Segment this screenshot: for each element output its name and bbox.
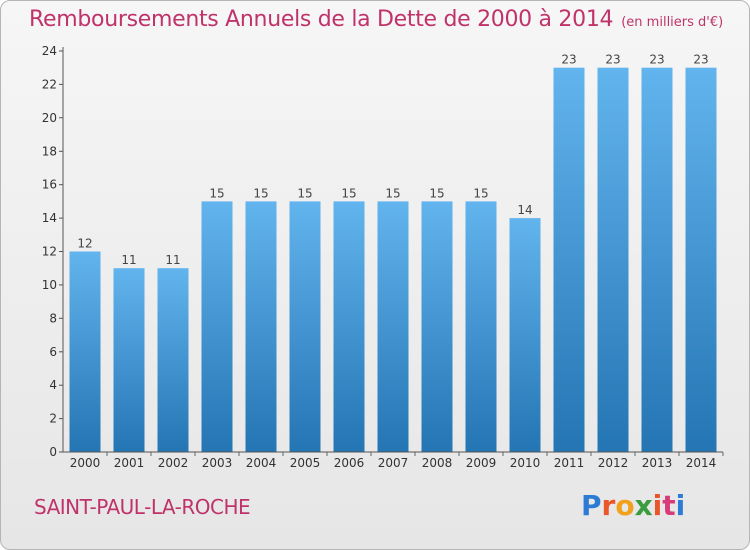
y-tick-label-16: 16 bbox=[42, 178, 57, 192]
bar-2012 bbox=[597, 67, 629, 452]
bar-value-label-2001: 11 bbox=[121, 253, 136, 267]
bar-2014 bbox=[685, 67, 717, 452]
x-tick-label-2008: 2008 bbox=[422, 456, 453, 470]
chart-title-text: Remboursements Annuels de la Dette de 20… bbox=[29, 7, 614, 32]
x-tick-label-2003: 2003 bbox=[202, 456, 233, 470]
chart-unit-label: (en milliers d'€) bbox=[621, 15, 724, 30]
bar-value-label-2005: 15 bbox=[297, 186, 312, 200]
bar-value-label-2011: 23 bbox=[561, 53, 576, 67]
bar-2006 bbox=[333, 201, 365, 452]
bar-2008 bbox=[421, 201, 453, 452]
bar-2003 bbox=[201, 201, 233, 452]
bar-value-label-2012: 23 bbox=[605, 53, 620, 67]
y-tick-label-4: 4 bbox=[49, 378, 57, 392]
bar-value-label-2008: 15 bbox=[429, 186, 444, 200]
bar-value-label-2002: 11 bbox=[165, 253, 180, 267]
bar-value-label-2003: 15 bbox=[209, 186, 224, 200]
bar-value-label-2000: 12 bbox=[77, 237, 92, 251]
bar-2007 bbox=[377, 201, 409, 452]
chart-title: Remboursements Annuels de la Dette de 20… bbox=[29, 7, 723, 32]
y-tick-label-12: 12 bbox=[42, 245, 57, 259]
y-tick-label-10: 10 bbox=[42, 278, 57, 292]
x-tick-label-2002: 2002 bbox=[158, 456, 189, 470]
x-tick-label-2009: 2009 bbox=[466, 456, 497, 470]
x-tick-label-2005: 2005 bbox=[290, 456, 321, 470]
y-tick-label-14: 14 bbox=[42, 211, 57, 225]
x-tick-label-2012: 2012 bbox=[598, 456, 629, 470]
x-tick-label-2010: 2010 bbox=[510, 456, 541, 470]
proxiti-logo-letter: r bbox=[601, 489, 616, 522]
x-tick-label-2004: 2004 bbox=[246, 456, 277, 470]
commune-name: SAINT-PAUL-LA-ROCHE bbox=[34, 495, 251, 519]
x-tick-label-2007: 2007 bbox=[378, 456, 409, 470]
proxiti-logo-letter: i bbox=[652, 489, 663, 522]
y-tick-label-6: 6 bbox=[49, 345, 57, 359]
y-tick-label-18: 18 bbox=[42, 144, 57, 158]
bar-value-label-2014: 23 bbox=[693, 53, 708, 67]
proxiti-logo-letter: o bbox=[615, 489, 635, 522]
x-tick-label-2011: 2011 bbox=[554, 456, 585, 470]
y-tick-label-8: 8 bbox=[49, 311, 57, 325]
bar-2000 bbox=[69, 251, 101, 452]
bar-2001 bbox=[113, 268, 145, 452]
bar-value-label-2004: 15 bbox=[253, 186, 268, 200]
y-tick-label-24: 24 bbox=[42, 44, 57, 58]
x-tick-label-2000: 2000 bbox=[70, 456, 101, 470]
y-tick-label-20: 20 bbox=[42, 111, 57, 125]
bar-2005 bbox=[289, 201, 321, 452]
x-tick-label-2006: 2006 bbox=[334, 456, 365, 470]
bar-2002 bbox=[157, 268, 189, 452]
proxiti-logo-letter: P bbox=[581, 489, 602, 522]
bar-value-label-2010: 14 bbox=[517, 203, 532, 217]
x-tick-label-2001: 2001 bbox=[114, 456, 145, 470]
x-tick-label-2013: 2013 bbox=[642, 456, 673, 470]
y-tick-label-2: 2 bbox=[49, 412, 57, 426]
proxiti-logo-letter: x bbox=[634, 489, 653, 522]
bar-2011 bbox=[553, 67, 585, 452]
bar-value-label-2006: 15 bbox=[341, 186, 356, 200]
proxiti-logo[interactable]: Proxiti bbox=[581, 489, 685, 522]
y-tick-label-22: 22 bbox=[42, 77, 57, 91]
bar-2004 bbox=[245, 201, 277, 452]
proxiti-logo-letter: i bbox=[675, 489, 686, 522]
bar-value-label-2013: 23 bbox=[649, 53, 664, 67]
bar-2009 bbox=[465, 201, 497, 452]
x-tick-label-2014: 2014 bbox=[686, 456, 717, 470]
y-tick-label-0: 0 bbox=[49, 445, 57, 459]
bar-2010 bbox=[509, 218, 541, 452]
proxiti-logo-letter: t bbox=[662, 489, 676, 522]
bar-value-label-2007: 15 bbox=[385, 186, 400, 200]
bar-value-label-2009: 15 bbox=[473, 186, 488, 200]
bar-2013 bbox=[641, 67, 673, 452]
